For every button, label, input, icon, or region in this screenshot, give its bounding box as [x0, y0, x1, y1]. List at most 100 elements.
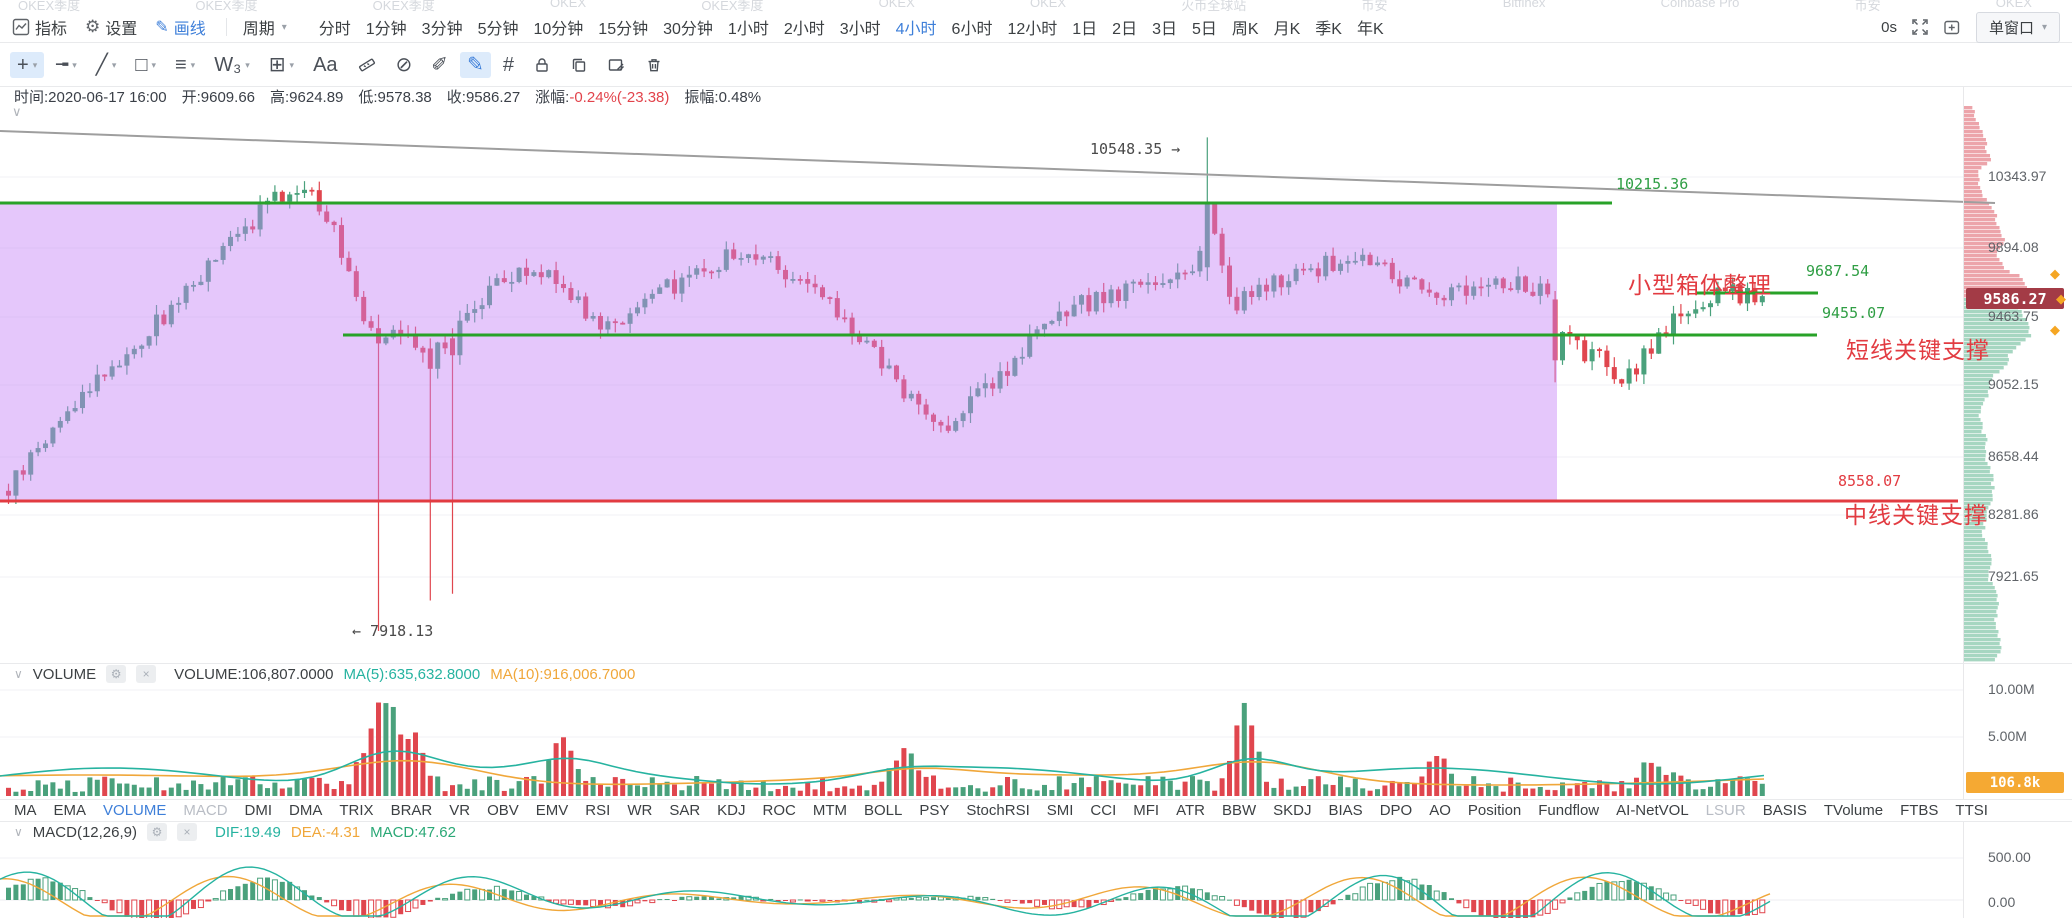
tab-position[interactable]: Position — [1467, 802, 1522, 819]
tab-volume[interactable]: VOLUME — [103, 802, 167, 819]
crosshair-tool[interactable]: + ▾ — [10, 52, 45, 78]
tab-emv[interactable]: EMV — [535, 802, 569, 819]
text-tool[interactable]: Aa — [306, 52, 344, 78]
timeframe-3日[interactable]: 3日 — [1152, 21, 1177, 38]
circle-tool[interactable]: ⊘ — [389, 52, 420, 78]
copy-tool[interactable] — [563, 53, 595, 77]
tab-fundflow[interactable]: Fundflow — [1538, 802, 1600, 819]
segment-tool[interactable]: ╼ ▾ — [49, 52, 84, 78]
tab-dma[interactable]: DMA — [289, 802, 323, 819]
settings-button[interactable]: ⚙ 设置 — [85, 15, 137, 39]
measure-tool[interactable] — [350, 52, 384, 78]
indicators-label: 指标 — [35, 21, 68, 38]
magnet-tool[interactable]: # — [496, 52, 521, 78]
timeframe-30分钟[interactable]: 30分钟 — [663, 21, 713, 38]
tab-lsur[interactable]: LSUR — [1705, 802, 1746, 819]
timeframe-15分钟[interactable]: 15分钟 — [598, 21, 649, 38]
snapshot-tool[interactable] — [600, 53, 633, 77]
timeframe-季K[interactable]: 季K — [1315, 21, 1342, 38]
fibonacci-tool[interactable]: ⊞ ▾ — [262, 52, 301, 78]
tab-vr[interactable]: VR — [449, 802, 471, 819]
macd-chart-canvas[interactable] — [0, 845, 2072, 918]
tab-tvolume[interactable]: TVolume — [1823, 802, 1884, 819]
price-chart-canvas[interactable] — [0, 86, 2072, 663]
window-mode-dropdown[interactable]: 单窗口 ▾ — [1975, 11, 2060, 43]
timeframe-1分钟[interactable]: 1分钟 — [365, 21, 407, 38]
indicators-button[interactable]: 指标 — [12, 15, 67, 39]
lock-tool[interactable] — [526, 53, 558, 77]
tab-rsi[interactable]: RSI — [585, 802, 611, 819]
tab-kdj[interactable]: KDJ — [717, 802, 746, 819]
tab-skdj[interactable]: SKDJ — [1273, 802, 1312, 819]
rectangle-tool[interactable]: □ ▾ — [128, 52, 163, 78]
tab-smi[interactable]: SMI — [1046, 802, 1074, 819]
timeframe-3分钟[interactable]: 3分钟 — [421, 21, 463, 38]
tab-mfi[interactable]: MFI — [1133, 802, 1160, 819]
tab-wr[interactable]: WR — [627, 802, 653, 819]
chevron-down-icon[interactable]: ∨ — [14, 825, 23, 839]
tab-atr[interactable]: ATR — [1176, 802, 1205, 819]
tab-roc[interactable]: ROC — [762, 802, 796, 819]
timeframe-3小时[interactable]: 3小时 — [839, 21, 881, 38]
eraser-tool[interactable]: ✐ — [424, 52, 455, 78]
tab-sar[interactable]: SAR — [669, 802, 701, 819]
close-icon[interactable]: × — [136, 665, 157, 683]
timeframe-1日[interactable]: 1日 — [1072, 21, 1098, 38]
timeframe-分时[interactable]: 分时 — [318, 21, 351, 38]
price-axis-label: 7921.65 — [1988, 568, 2039, 584]
period-dropdown[interactable]: 周期 ▾ — [243, 15, 287, 39]
alert-diamond-icon: ◆ — [2056, 291, 2066, 306]
chevron-down-icon[interactable]: ∨ — [14, 667, 23, 681]
trendline-tool-icon: ╱ — [95, 54, 108, 76]
draw-line-button[interactable]: ✎ 画线 — [155, 15, 205, 39]
tab-boll[interactable]: BOLL — [864, 802, 903, 819]
timeframe-2日[interactable]: 2日 — [1112, 21, 1138, 38]
tab-dpo[interactable]: DPO — [1379, 802, 1413, 819]
timeframe-年K[interactable]: 年K — [1356, 21, 1384, 38]
trendline-tool[interactable]: ╱ ▾ — [89, 52, 124, 78]
elliott-wave-tool[interactable]: W₃ ▾ — [207, 52, 257, 78]
timeframe-5日[interactable]: 5日 — [1191, 21, 1217, 38]
tab-brar[interactable]: BRAR — [390, 802, 433, 819]
freehand-draw-tool[interactable]: ✎ — [460, 52, 491, 78]
timeframe-4小时[interactable]: 4小时 — [895, 21, 937, 38]
chevron-down-icon[interactable]: ∨ — [12, 104, 22, 119]
tab-psy[interactable]: PSY — [919, 802, 950, 819]
parallel-lines-tool[interactable]: ≡ ▾ — [168, 52, 202, 78]
fullscreen-icon[interactable] — [1911, 18, 1929, 36]
tab-basis[interactable]: BASIS — [1762, 802, 1807, 819]
timeframe-月K[interactable]: 月K — [1273, 21, 1301, 38]
timeframe-6小时[interactable]: 6小时 — [951, 21, 993, 38]
timeframe-周K[interactable]: 周K — [1231, 21, 1259, 38]
timeframe-1小时[interactable]: 1小时 — [727, 21, 769, 38]
tab-ttsi[interactable]: TTSI — [1955, 802, 1988, 819]
tab-bias[interactable]: BIAS — [1328, 802, 1363, 819]
tab-ao[interactable]: AO — [1429, 802, 1451, 819]
gear-icon[interactable]: ⚙ — [147, 823, 167, 841]
macd-axis-label: 0.00 — [1988, 894, 2016, 910]
volume-chart-canvas[interactable] — [0, 663, 2072, 799]
timeframe-5分钟[interactable]: 5分钟 — [477, 21, 519, 38]
tab-ai-netvol[interactable]: AI-NetVOL — [1616, 802, 1689, 819]
tab-ftbs[interactable]: FTBS — [1900, 802, 1939, 819]
delete-tool[interactable] — [638, 53, 670, 77]
tab-stochrsi[interactable]: StochRSI — [966, 802, 1030, 819]
tab-cci[interactable]: CCI — [1090, 802, 1117, 819]
segment-tool-icon: ╼ — [56, 54, 69, 76]
timeframe-12小时[interactable]: 12小时 — [1007, 21, 1058, 38]
close-icon[interactable]: × — [177, 823, 197, 841]
tab-trix[interactable]: TRIX — [339, 802, 374, 819]
timeframe-2小时[interactable]: 2小时 — [783, 21, 825, 38]
timeframe-10分钟[interactable]: 10分钟 — [533, 21, 584, 38]
tab-ema[interactable]: EMA — [53, 802, 87, 819]
tab-dmi[interactable]: DMI — [244, 802, 273, 819]
tab-macd[interactable]: MACD — [183, 802, 228, 819]
add-window-icon[interactable] — [1943, 18, 1962, 36]
tab-ma[interactable]: MA — [14, 802, 37, 819]
tab-bbw[interactable]: BBW — [1221, 802, 1257, 819]
gear-icon[interactable]: ⚙ — [106, 665, 127, 683]
tab-obv[interactable]: OBV — [487, 802, 519, 819]
indicator-tab-bar: MA EMA VOLUME MACD DMI DMA TRIX BRAR VR OBV EMV RSI… — [0, 800, 2072, 821]
tab-mtm[interactable]: MTM — [812, 802, 847, 819]
